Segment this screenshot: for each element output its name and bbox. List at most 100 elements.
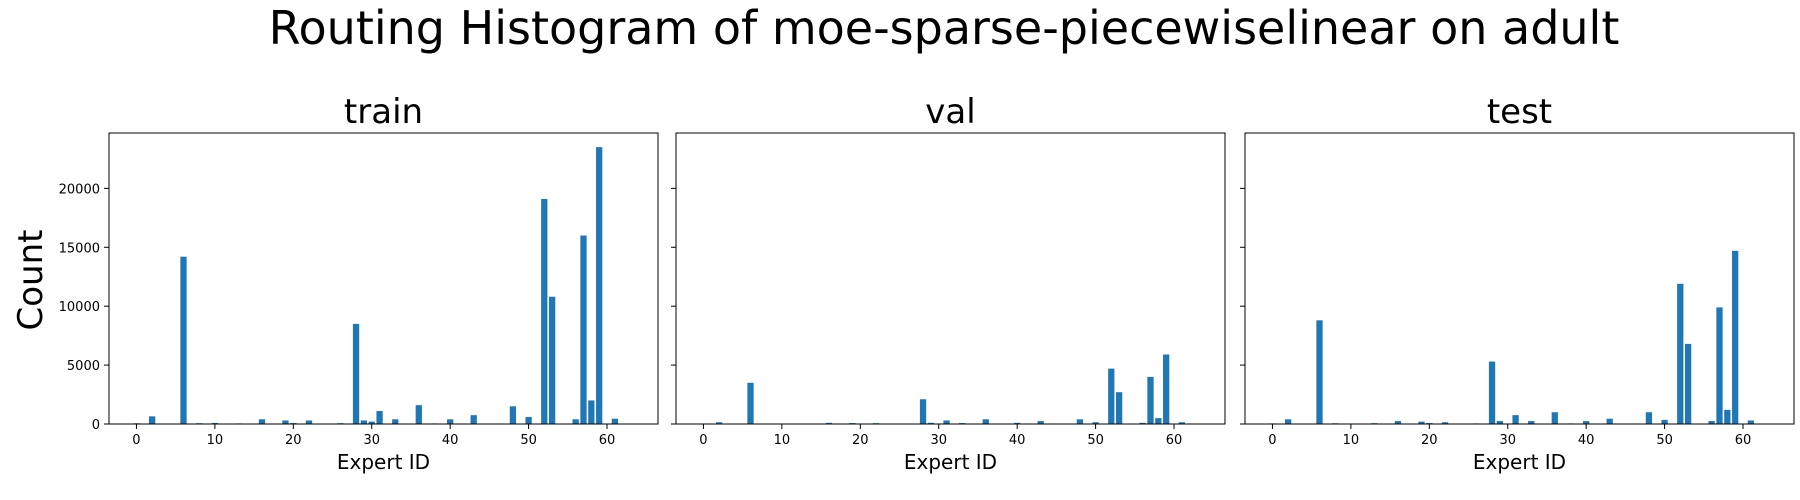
bar-expert-58 (588, 400, 595, 424)
x-tick-label: 20 (852, 433, 869, 448)
bar-expert-57 (1716, 307, 1723, 424)
bar-expert-53 (548, 296, 556, 424)
plot-frame (108, 132, 659, 425)
bar-expert-36 (415, 405, 422, 424)
bar-expert-28 (919, 399, 927, 424)
bar-expert-53 (1115, 392, 1123, 424)
x-tick-label: 60 (1166, 433, 1183, 448)
bar-expert-29 (927, 422, 935, 424)
y-tick-label: 15000 (59, 241, 100, 256)
x-tick-label: 30 (1499, 433, 1516, 448)
bar-expert-43 (470, 415, 477, 424)
bar-expert-56 (572, 419, 579, 424)
figure-title: Routing Histogram of moe-sparse-piecewis… (269, 1, 1620, 55)
bar-expert-52 (1108, 368, 1115, 424)
x-tick-label: 50 (1656, 433, 1673, 448)
bar-expert-50 (1092, 422, 1099, 424)
bar-expert-2 (1285, 419, 1292, 424)
bar-expert-50 (1661, 419, 1668, 424)
x-tick-label: 60 (1735, 433, 1752, 448)
bar-expert-56 (1708, 421, 1715, 424)
bar-expert-10 (211, 422, 219, 424)
x-tick-label: 10 (207, 433, 224, 448)
bar-expert-61 (611, 418, 618, 424)
bar-expert-40 (447, 419, 454, 424)
x-tick-label: 60 (599, 433, 616, 448)
bar-expert-43 (1606, 418, 1613, 424)
x-tick-label: 0 (132, 433, 140, 448)
x-axis-label: Expert ID (1473, 450, 1566, 474)
bar-expert-58 (1724, 409, 1731, 424)
bar-expert-40 (1014, 422, 1021, 424)
bar-expert-58 (1155, 418, 1162, 424)
bar-expert-30 (368, 421, 375, 424)
bar-expert-36 (1551, 412, 1558, 424)
bar-expert-52 (541, 198, 548, 424)
x-tick-label: 40 (442, 433, 459, 448)
plot-frame (1244, 132, 1795, 425)
panel-title: test (1487, 92, 1552, 132)
y-tick-label: 0 (92, 418, 100, 433)
x-tick-label: 30 (363, 433, 380, 448)
bar-expert-59 (596, 147, 603, 424)
bar-expert-2 (716, 422, 723, 424)
bar-expert-36 (982, 419, 989, 424)
bar-expert-50 (525, 416, 532, 424)
bar-expert-43 (1037, 421, 1044, 424)
bar-expert-16 (258, 419, 266, 424)
bar-expert-28 (352, 323, 360, 424)
y-axis-label: Count (11, 230, 51, 331)
bar-expert-59 (1163, 354, 1170, 424)
y-tick-label: 10000 (59, 300, 100, 315)
bar-expert-6 (1316, 320, 1323, 424)
x-tick-label: 0 (699, 433, 707, 448)
bar-expert-31 (376, 411, 383, 424)
bar-expert-48 (509, 406, 517, 424)
bar-expert-61 (1747, 420, 1754, 424)
bar-expert-52 (1677, 283, 1684, 424)
bar-expert-57 (1147, 376, 1154, 424)
bar-expert-61 (1178, 422, 1185, 424)
bar-expert-29 (360, 420, 368, 424)
x-tick-label: 0 (1268, 433, 1276, 448)
bar-expert-40 (1583, 421, 1590, 424)
panel-train: train 0 10 20 30 40 50 60 Expert ID 0 5000 10000 150… (59, 92, 659, 474)
bar-expert-33 (392, 419, 399, 424)
x-tick-label: 40 (1009, 433, 1026, 448)
bar-expert-53 (1684, 343, 1692, 424)
x-tick-label: 20 (1421, 433, 1438, 448)
x-tick-label: 20 (285, 433, 302, 448)
bar-expert-48 (1645, 412, 1653, 424)
bar-expert-59 (1732, 250, 1739, 424)
bar-expert-19 (1418, 421, 1425, 424)
bar-expert-28 (1488, 361, 1496, 424)
y-tick-label: 20000 (59, 182, 100, 197)
panel-title: train (344, 92, 423, 132)
plot-frame (675, 132, 1226, 425)
bar-expert-33 (1528, 421, 1535, 424)
x-tick-label: 10 (1343, 433, 1360, 448)
bar-expert-31 (943, 420, 950, 424)
x-tick-label: 50 (520, 433, 537, 448)
x-axis-label: Expert ID (904, 450, 997, 474)
bar-expert-2 (149, 416, 156, 424)
bar-expert-19 (282, 420, 289, 424)
bar-expert-6 (747, 382, 754, 424)
bar-expert-29 (1496, 421, 1504, 424)
panel-title: val (925, 92, 975, 132)
bar-expert-6 (180, 256, 187, 424)
bar-expert-56 (1139, 422, 1146, 424)
bar-expert-48 (1076, 419, 1084, 424)
x-tick-label: 10 (774, 433, 791, 448)
x-tick-label: 30 (930, 433, 947, 448)
y-tick-label: 5000 (67, 359, 100, 374)
panel-val: val 0 10 20 30 40 50 60 Expert ID (671, 92, 1226, 474)
bar-expert-31 (1512, 415, 1519, 424)
bar-expert-16 (1394, 421, 1402, 424)
x-axis-label: Expert ID (337, 450, 430, 474)
bar-expert-16 (825, 422, 833, 424)
bar-expert-22 (1441, 422, 1449, 424)
x-tick-label: 40 (1578, 433, 1595, 448)
x-tick-label: 50 (1087, 433, 1104, 448)
panel-test: test 0 10 20 30 40 50 60 Expert ID (1240, 92, 1795, 474)
